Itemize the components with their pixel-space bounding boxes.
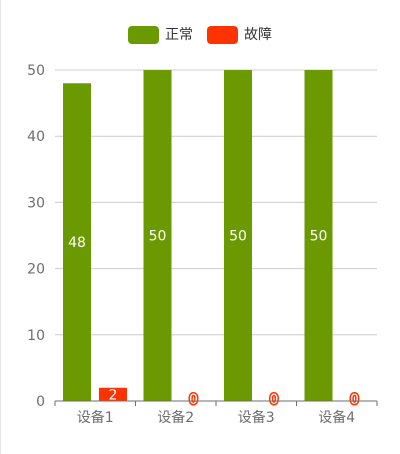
x-tick-label: 设备1 [77, 409, 114, 426]
y-tick-label: 10 [27, 328, 45, 344]
y-tick-label: 40 [27, 129, 45, 145]
data-label-fault-2: 0 [189, 392, 198, 408]
data-label-normal-1: 48 [68, 235, 86, 251]
x-tick-label: 设备2 [157, 409, 194, 426]
data-label-fault-3: 0 [270, 392, 279, 408]
data-label-normal-2: 50 [149, 229, 167, 245]
data-labels: 48 2 50 0 50 0 50 0 [68, 229, 360, 410]
bar-normal-2[interactable] [143, 70, 172, 401]
data-label-normal-4: 50 [310, 229, 328, 245]
legend-label-2[interactable]: 故障 [244, 27, 272, 43]
data-label-fault-4: 0 [350, 392, 359, 408]
data-label-normal-3: 50 [229, 229, 247, 245]
bar-normal-4[interactable] [304, 70, 333, 401]
legend: 正常 故障 [128, 26, 272, 44]
data-label-fault-1: 2 [109, 387, 118, 403]
legend-swatch-1[interactable] [128, 26, 159, 44]
x-tick-label: 设备3 [238, 409, 275, 426]
y-tick-label: 30 [27, 195, 45, 211]
bar-normal-1[interactable] [63, 83, 91, 402]
y-tick-label: 0 [36, 394, 45, 410]
x-tick-label: 设备4 [318, 409, 355, 426]
y-axis-ticks: 0 10 20 30 40 50 [27, 63, 45, 410]
y-tick-label: 20 [27, 262, 45, 278]
x-axis: 设备1 设备2 设备3 设备4 [54, 400, 378, 426]
y-tick-label: 50 [27, 63, 45, 79]
legend-label-1[interactable]: 正常 [165, 27, 193, 43]
legend-swatch-2[interactable] [207, 26, 238, 44]
bars [63, 70, 333, 402]
bar-fault-1[interactable] [99, 387, 127, 401]
bar-normal-3[interactable] [224, 70, 252, 401]
